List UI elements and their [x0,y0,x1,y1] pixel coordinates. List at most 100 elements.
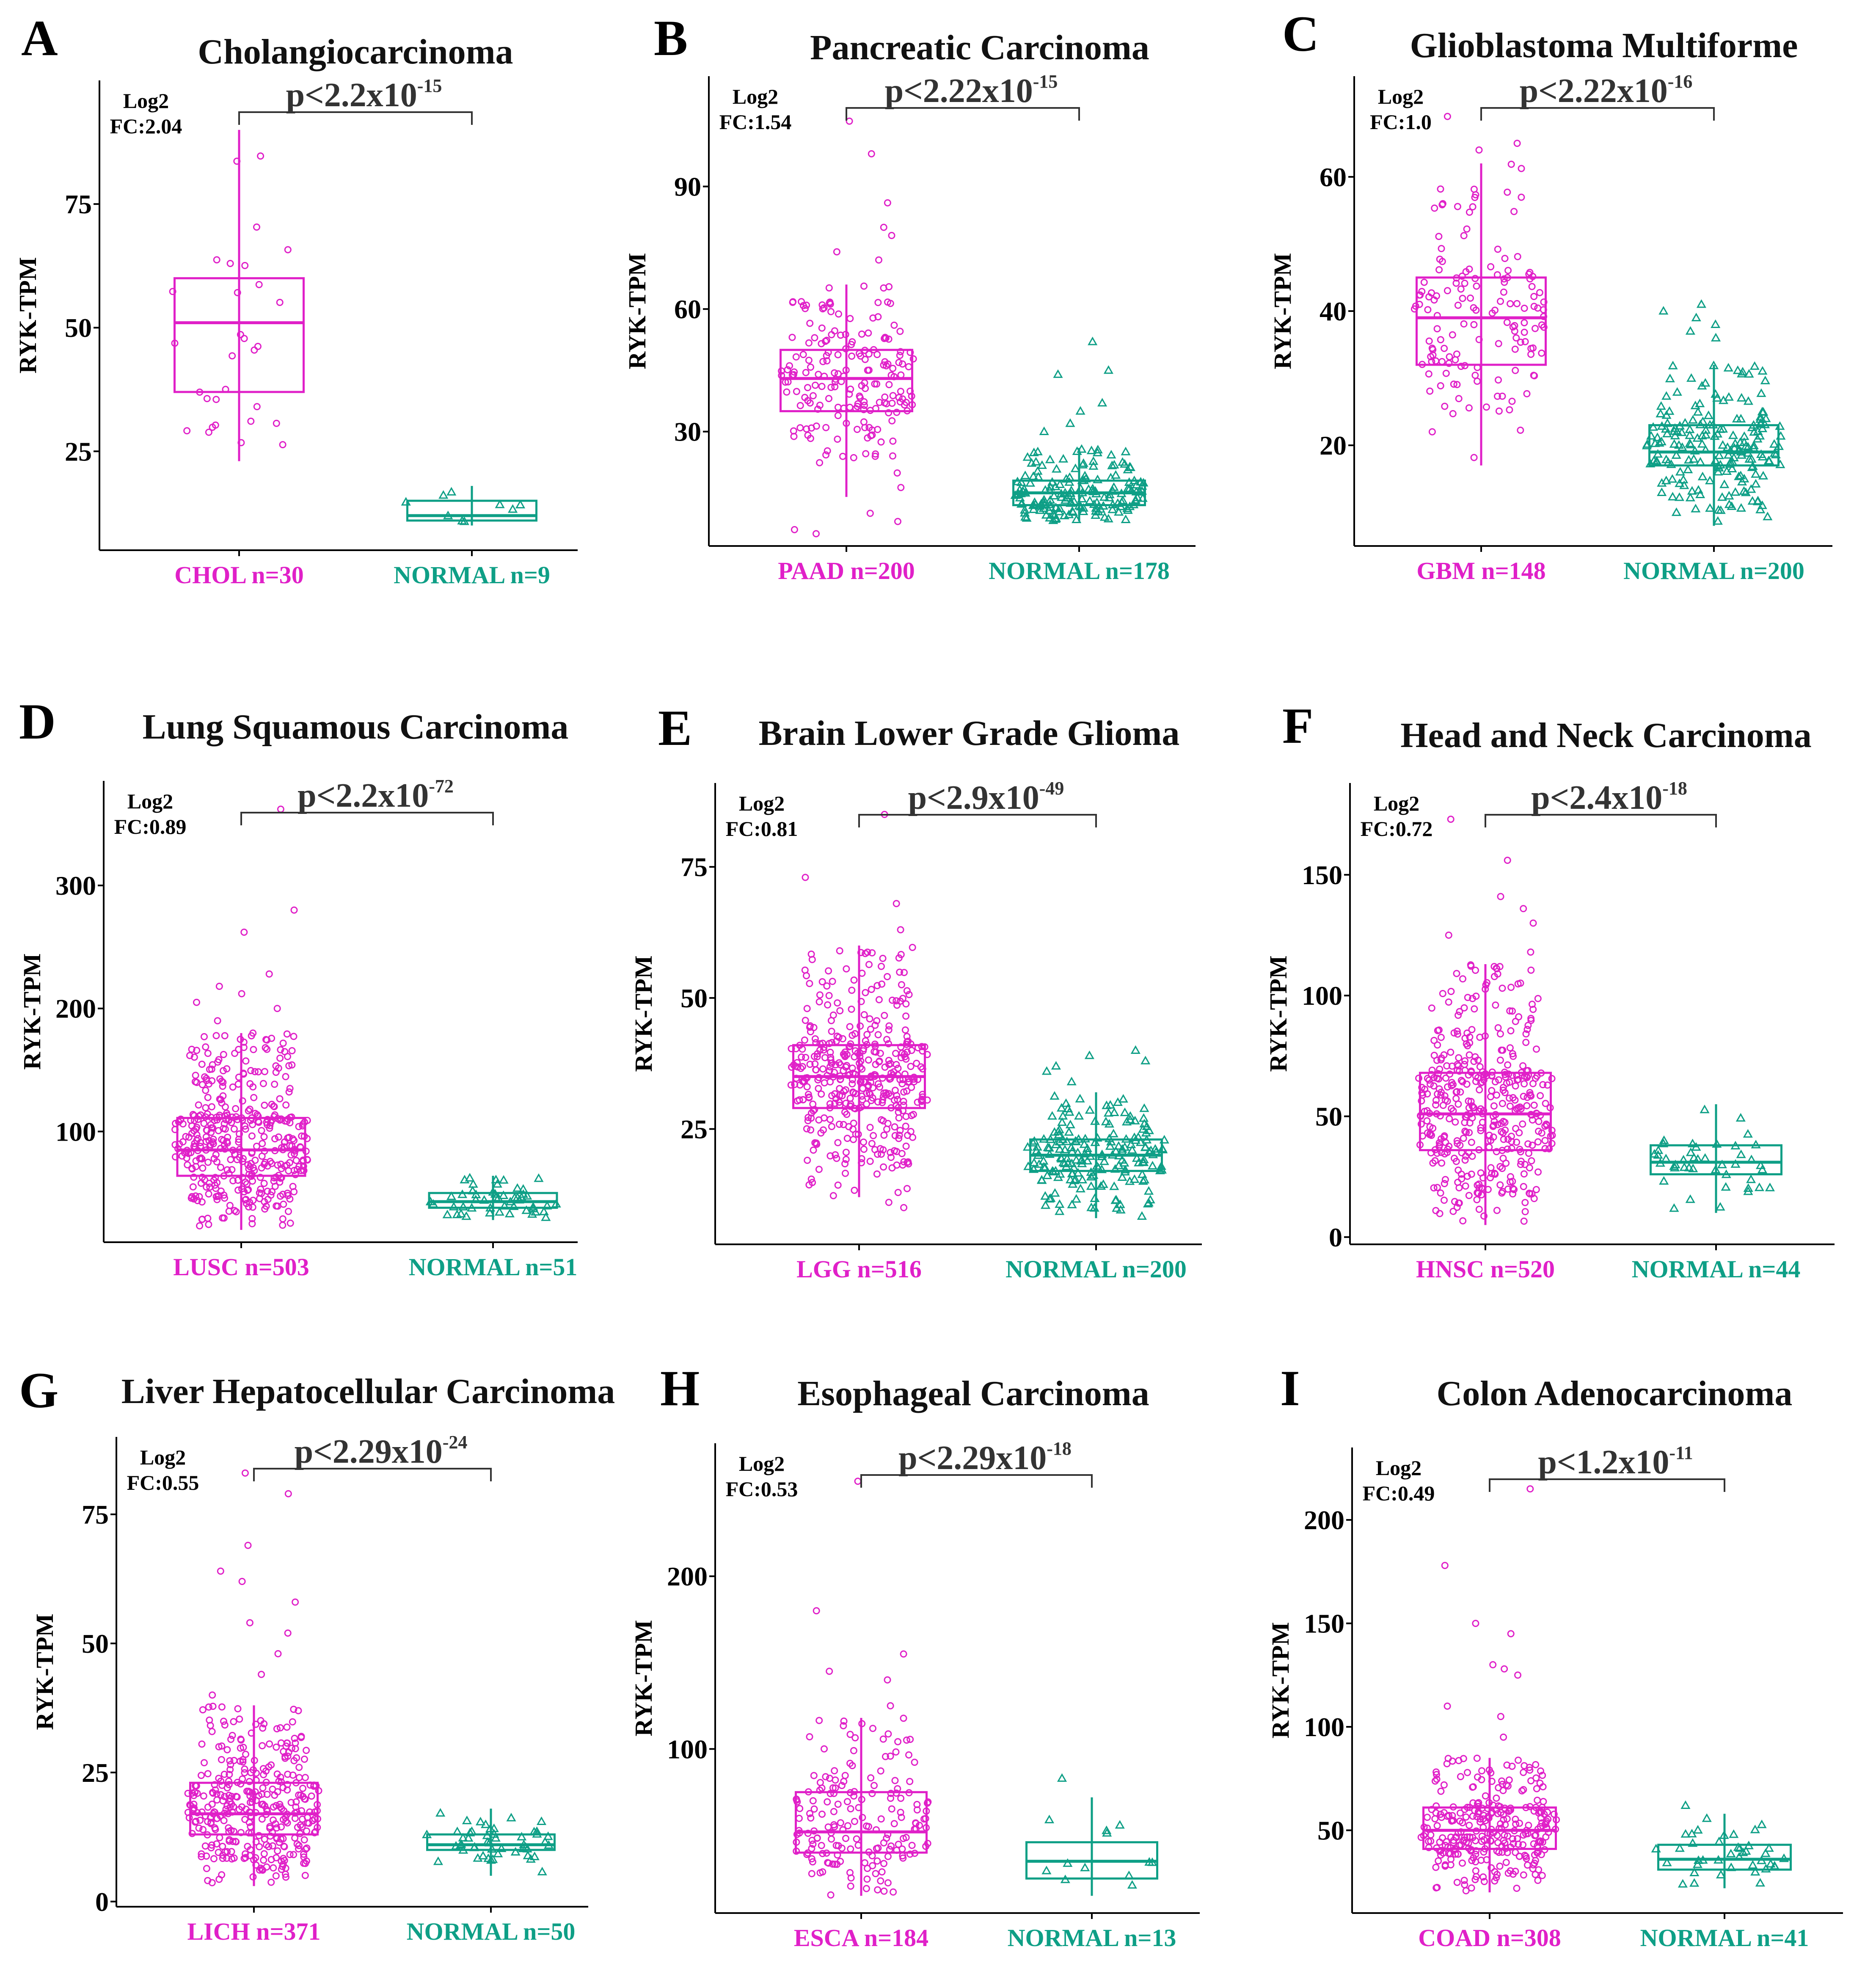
iqr-box [795,1791,928,1854]
data-point [1504,1832,1511,1840]
data-point [1098,501,1108,510]
data-point [900,1097,907,1105]
data-point [192,1817,200,1825]
data-point [1763,511,1773,521]
data-point [1452,1833,1460,1841]
data-point [479,1195,489,1204]
data-point [258,1190,265,1197]
data-point [277,1046,284,1053]
data-point [1060,1144,1070,1153]
data-point [867,1774,875,1782]
data-point [1779,1853,1789,1862]
data-point [1501,1071,1509,1078]
data-point [1442,1074,1449,1082]
data-point [851,1053,858,1061]
data-point [897,371,905,379]
data-point [867,1072,875,1080]
data-point [1492,1111,1499,1118]
data-point [1453,350,1460,358]
data-point [1491,1170,1499,1178]
data-point [1542,1100,1549,1107]
data-point [835,1098,843,1106]
data-point [1536,289,1543,296]
data-point [202,1086,209,1094]
data-point [1521,338,1529,345]
data-point [917,1097,925,1104]
data-point [808,1855,815,1863]
data-point [1475,1146,1483,1154]
data-point [1488,1072,1496,1079]
data-point [875,996,883,1004]
data-point [1758,452,1768,460]
data-point [1507,984,1515,991]
data-point [1750,1867,1760,1876]
data-point [1518,165,1525,172]
data-point [241,1469,249,1477]
data-point [1529,1006,1537,1013]
data-point [902,1122,909,1130]
data-point [828,1092,836,1100]
data-point [1106,449,1116,459]
tumor-group: HNSC n=520 [1415,816,1556,1283]
data-point [1705,503,1715,512]
significance-bracket: p<2.4x10-18 [1485,778,1717,827]
data-point [300,1756,308,1763]
data-point [879,1074,886,1082]
data-point [220,1191,228,1199]
data-point [1432,1884,1440,1891]
data-point [1467,961,1474,969]
data-point [266,1740,273,1748]
data-point [1424,1814,1431,1821]
data-point [911,1759,918,1766]
data-point [799,351,807,358]
fc-value: FC:0.81 [726,817,798,841]
data-point [270,1103,278,1111]
data-point [1441,1096,1449,1104]
data-point [1757,407,1767,416]
data-point [1473,1754,1481,1762]
data-point [1661,424,1671,433]
data-point [218,1078,226,1085]
data-point [1548,1127,1556,1134]
data-point [865,329,872,337]
data-point [1506,1095,1513,1102]
data-point [1521,304,1528,312]
data-point [861,347,869,354]
data-point [223,1746,231,1753]
data-point [1129,499,1139,508]
data-point [1500,1733,1507,1741]
data-point [834,1139,842,1147]
data-point [1028,500,1038,509]
data-point [1498,1046,1505,1054]
data-point [1504,1869,1512,1877]
data-point [1425,337,1433,345]
data-point [1727,463,1737,472]
data-point [1428,1132,1435,1139]
p-value-exponent: -15 [1033,71,1058,92]
data-point [261,1205,269,1213]
data-point [1541,1137,1549,1144]
data-point [212,1151,220,1158]
data-point [1052,464,1062,473]
tumor-group: CHOL n=30 [169,130,305,589]
data-point [1517,1161,1524,1168]
data-point [805,1181,813,1188]
data-point [1088,1170,1099,1179]
data-point [257,152,264,160]
data-point [251,1110,259,1117]
data-point [248,1132,256,1140]
data-point [837,1858,844,1865]
data-point [534,1173,544,1182]
data-point [906,1778,914,1785]
data-point [863,1100,871,1108]
data-point [249,1873,257,1880]
data-point [1476,1086,1483,1094]
data-point [826,301,834,308]
data-point [1445,998,1452,1006]
data-point [1710,431,1720,440]
data-point [903,1736,910,1744]
data-point [826,299,833,307]
data-point [306,1781,314,1789]
data-point [252,1776,260,1784]
category-label: NORMAL n=41 [1640,1924,1809,1952]
